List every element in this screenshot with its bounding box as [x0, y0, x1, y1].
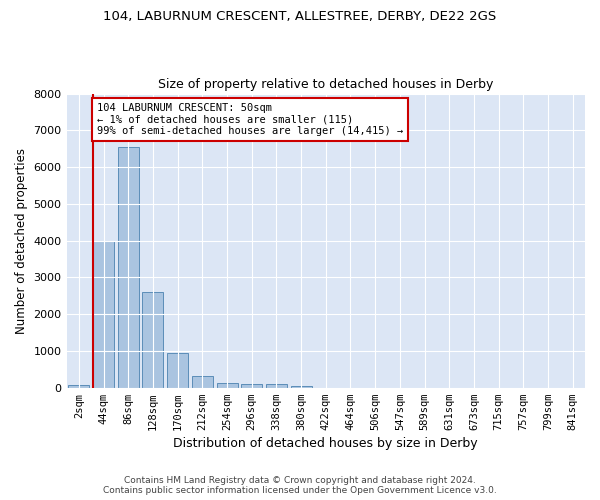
Bar: [266, 384, 287, 388]
Text: 104 LABURNUM CRESCENT: 50sqm
← 1% of detached houses are smaller (115)
99% of se: 104 LABURNUM CRESCENT: 50sqm ← 1% of det…: [97, 102, 403, 136]
Title: Size of property relative to detached houses in Derby: Size of property relative to detached ho…: [158, 78, 493, 91]
Text: Contains HM Land Registry data © Crown copyright and database right 2024.
Contai: Contains HM Land Registry data © Crown c…: [103, 476, 497, 495]
Bar: [142, 292, 163, 388]
Bar: [192, 376, 213, 388]
Bar: [93, 240, 114, 388]
Bar: [167, 353, 188, 388]
X-axis label: Distribution of detached houses by size in Derby: Distribution of detached houses by size …: [173, 437, 478, 450]
Bar: [68, 385, 89, 388]
Bar: [217, 383, 238, 388]
Y-axis label: Number of detached properties: Number of detached properties: [15, 148, 28, 334]
Bar: [241, 384, 262, 388]
Text: 104, LABURNUM CRESCENT, ALLESTREE, DERBY, DE22 2GS: 104, LABURNUM CRESCENT, ALLESTREE, DERBY…: [103, 10, 497, 23]
Bar: [290, 386, 311, 388]
Bar: [118, 147, 139, 388]
